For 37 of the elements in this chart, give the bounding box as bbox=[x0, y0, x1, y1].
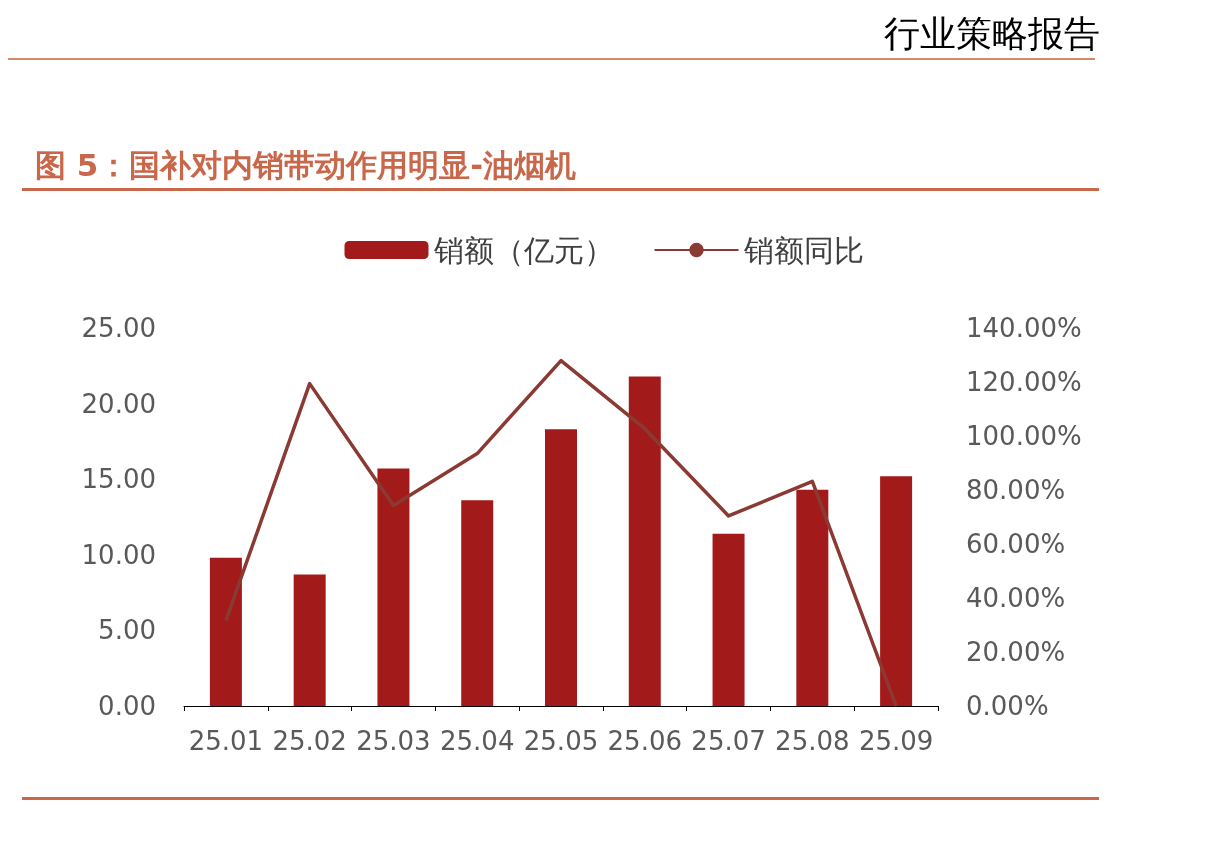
bar bbox=[461, 500, 494, 706]
chart-title: 图 5：国补对内销带动作用明显-油烟机 bbox=[35, 146, 577, 183]
x-tick-label: 25.01 bbox=[188, 726, 264, 756]
y2-tick-label: 140.00% bbox=[966, 313, 1082, 343]
x-tick-label: 25.08 bbox=[775, 726, 850, 756]
x-tick-label: 25.03 bbox=[356, 726, 431, 756]
bar bbox=[628, 376, 661, 706]
x-tick-label: 25.02 bbox=[272, 726, 347, 756]
bar bbox=[545, 429, 577, 706]
y2-tick-label: 100.00% bbox=[966, 421, 1082, 451]
bar bbox=[209, 557, 242, 706]
y2-tick-label: 40.00% bbox=[966, 583, 1066, 613]
x-tick-label: 25.05 bbox=[523, 726, 599, 756]
y-tick-label: 0.00 bbox=[98, 691, 156, 721]
y-tick-label: 5.00 bbox=[98, 615, 156, 646]
x-tick-label: 25.09 bbox=[858, 726, 934, 756]
legend-label: 销额（亿元） bbox=[432, 232, 614, 268]
y-tick-label: 15.00 bbox=[81, 464, 156, 495]
text: 行业策略报告 bbox=[884, 12, 1100, 56]
y2-tick-label: 0.00% bbox=[966, 691, 1049, 721]
y2-tick-label: 20.00% bbox=[966, 637, 1066, 667]
x-tick-label: 25.07 bbox=[691, 726, 766, 756]
y-tick-label: 25.00 bbox=[81, 313, 156, 343]
legend-label: 销额同比 bbox=[742, 232, 864, 268]
x-tick-label: 25.06 bbox=[607, 726, 682, 756]
bar bbox=[880, 476, 913, 706]
y2-tick-label: 120.00% bbox=[966, 367, 1082, 397]
y-tick-label: 10.00 bbox=[81, 539, 156, 570]
y-tick-label: 20.00 bbox=[81, 388, 156, 419]
y2-tick-label: 80.00% bbox=[966, 475, 1066, 505]
line-series bbox=[224, 358, 898, 708]
bar bbox=[712, 533, 745, 706]
bar bbox=[796, 489, 829, 706]
bar bbox=[293, 574, 326, 706]
y2-tick-label: 60.00% bbox=[966, 529, 1066, 559]
x-tick-label: 25.04 bbox=[440, 726, 515, 756]
bar bbox=[377, 468, 410, 706]
